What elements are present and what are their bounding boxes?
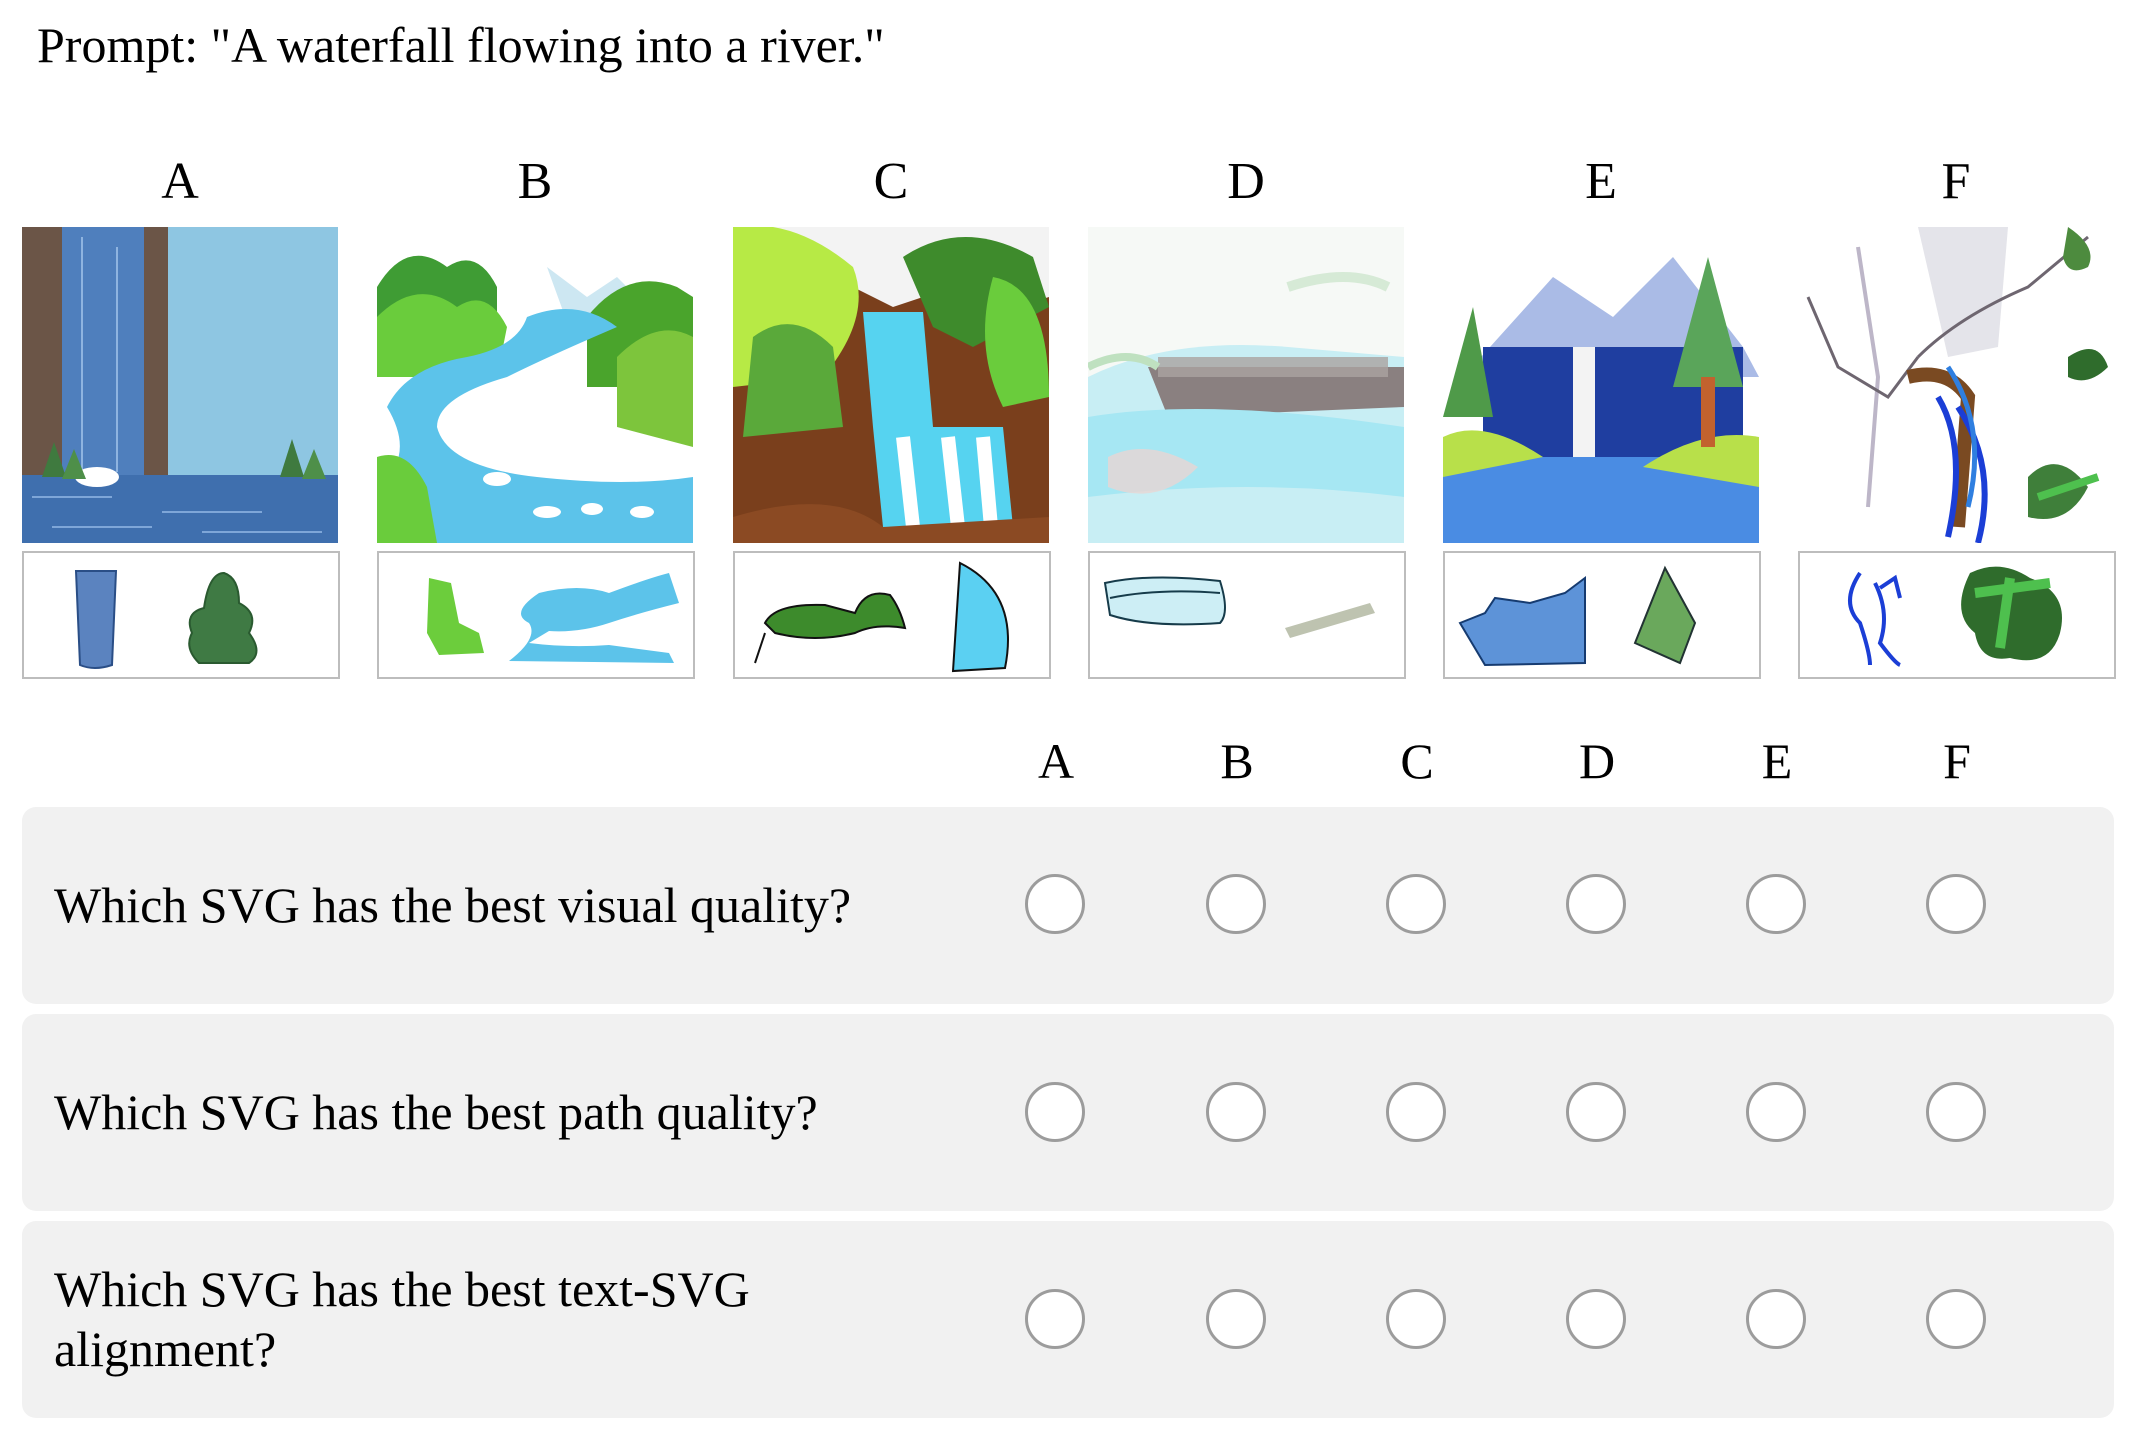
option-label-c: C [873, 153, 909, 210]
radio-alignment-c[interactable] [1386, 1289, 1446, 1349]
svg-image-a [22, 227, 338, 543]
radio-visual-c[interactable] [1386, 874, 1446, 934]
radio-path-f[interactable] [1926, 1082, 1986, 1142]
tree-icon [188, 571, 258, 664]
option-label-e: E [1585, 153, 1617, 210]
column-header-c: C [1400, 733, 1434, 789]
radio-visual-e[interactable] [1746, 874, 1806, 934]
radio-alignment-e[interactable] [1746, 1289, 1806, 1349]
pillar-icon [74, 570, 118, 669]
leaf-icon [1961, 566, 2062, 661]
water-icon [1458, 576, 1586, 667]
waterfall-image [1443, 227, 1759, 543]
radio-path-a[interactable] [1025, 1082, 1085, 1142]
cliff-image [1088, 227, 1404, 543]
hill-icon [427, 578, 484, 655]
column-header-d: D [1578, 733, 1616, 789]
radio-visual-a[interactable] [1025, 874, 1085, 934]
svg-image-c [733, 227, 1049, 543]
column-header-f: F [1943, 733, 1971, 789]
svg-image-f [1798, 227, 2114, 543]
radio-visual-f[interactable] [1926, 874, 1986, 934]
leaf-icon [754, 592, 907, 664]
column-header-e: E [1761, 733, 1793, 789]
waterfall-image [733, 227, 1049, 543]
squiggle-icon [1848, 571, 1902, 667]
option-label-b: B [517, 153, 553, 210]
radio-alignment-d[interactable] [1566, 1289, 1626, 1349]
stick-icon [1285, 603, 1375, 638]
radio-path-d[interactable] [1566, 1082, 1626, 1142]
column-header-a: A [1037, 733, 1075, 789]
option-label-a: A [161, 153, 199, 210]
path-strip-c [733, 551, 1051, 679]
question-row-path: Which SVG has the best path quality? [22, 1014, 2114, 1211]
radio-alignment-f[interactable] [1926, 1289, 1986, 1349]
path-strip-a [22, 551, 340, 679]
radio-path-e[interactable] [1746, 1082, 1806, 1142]
river-icon [509, 573, 679, 663]
option-label-f: F [1941, 153, 1971, 210]
question-text: Which SVG has the best visual quality? [54, 877, 852, 933]
svg-image-d [1088, 227, 1404, 543]
radio-alignment-b[interactable] [1206, 1289, 1266, 1349]
water-icon [951, 561, 1009, 673]
path-strip-f [1798, 551, 2116, 679]
column-header-b: B [1220, 733, 1254, 789]
question-row-alignment: Which SVG has the best text-SVG alignmen… [22, 1221, 2114, 1418]
option-label-d: D [1227, 153, 1265, 210]
scroll-icon [1103, 576, 1226, 626]
prompt-text: Prompt: "A waterfall flowing into a rive… [37, 17, 885, 73]
path-strip-d [1088, 551, 1406, 679]
tree-icon [1633, 565, 1697, 665]
waterfall-image [1798, 227, 2114, 543]
question-row-visual: Which SVG has the best visual quality? [22, 807, 2114, 1004]
question-text: Which SVG has the best path quality? [54, 1084, 818, 1140]
river-image [377, 227, 693, 543]
radio-path-b[interactable] [1206, 1082, 1266, 1142]
svg-image-e [1443, 227, 1759, 543]
waterfall-image [22, 227, 338, 543]
radio-alignment-a[interactable] [1025, 1289, 1085, 1349]
svg-image-b [377, 227, 693, 543]
radio-visual-d[interactable] [1566, 874, 1626, 934]
radio-visual-b[interactable] [1206, 874, 1266, 934]
question-text: Which SVG has the best text-SVG alignmen… [54, 1261, 750, 1377]
radio-path-c[interactable] [1386, 1082, 1446, 1142]
path-strip-e [1443, 551, 1761, 679]
path-strip-b [377, 551, 695, 679]
